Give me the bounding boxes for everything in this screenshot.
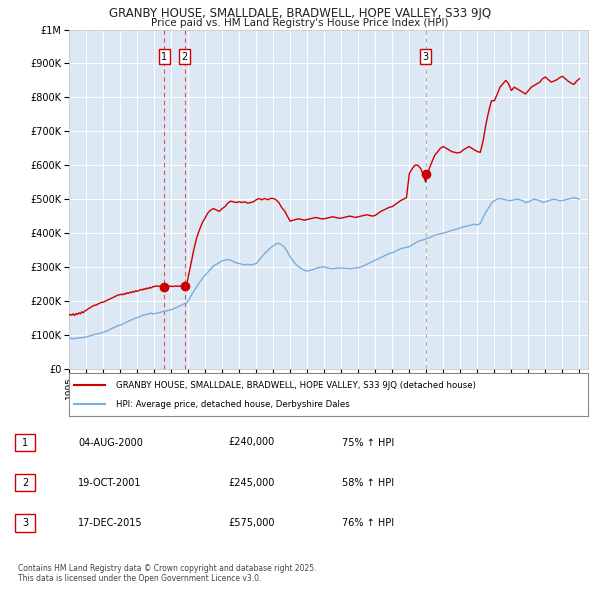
Text: GRANBY HOUSE, SMALLDALE, BRADWELL, HOPE VALLEY, S33 9JQ: GRANBY HOUSE, SMALLDALE, BRADWELL, HOPE … (109, 7, 491, 20)
Text: GRANBY HOUSE, SMALLDALE, BRADWELL, HOPE VALLEY, S33 9JQ (detached house): GRANBY HOUSE, SMALLDALE, BRADWELL, HOPE … (116, 381, 476, 390)
Text: 17-DEC-2015: 17-DEC-2015 (78, 518, 143, 527)
Text: 2: 2 (22, 478, 28, 487)
Text: 76% ↑ HPI: 76% ↑ HPI (342, 518, 394, 527)
Text: Price paid vs. HM Land Registry's House Price Index (HPI): Price paid vs. HM Land Registry's House … (151, 18, 449, 28)
Text: £575,000: £575,000 (228, 518, 275, 527)
Text: 1: 1 (161, 52, 167, 61)
Text: 3: 3 (22, 518, 28, 527)
Text: 1: 1 (22, 438, 28, 447)
Text: 2: 2 (182, 52, 188, 61)
Text: 75% ↑ HPI: 75% ↑ HPI (342, 438, 394, 447)
Text: Contains HM Land Registry data © Crown copyright and database right 2025.
This d: Contains HM Land Registry data © Crown c… (18, 563, 317, 583)
Text: 3: 3 (422, 52, 429, 61)
Text: £245,000: £245,000 (228, 478, 274, 487)
Text: 19-OCT-2001: 19-OCT-2001 (78, 478, 142, 487)
Text: HPI: Average price, detached house, Derbyshire Dales: HPI: Average price, detached house, Derb… (116, 399, 349, 408)
Text: £240,000: £240,000 (228, 438, 274, 447)
Text: 58% ↑ HPI: 58% ↑ HPI (342, 478, 394, 487)
Text: 04-AUG-2000: 04-AUG-2000 (78, 438, 143, 447)
